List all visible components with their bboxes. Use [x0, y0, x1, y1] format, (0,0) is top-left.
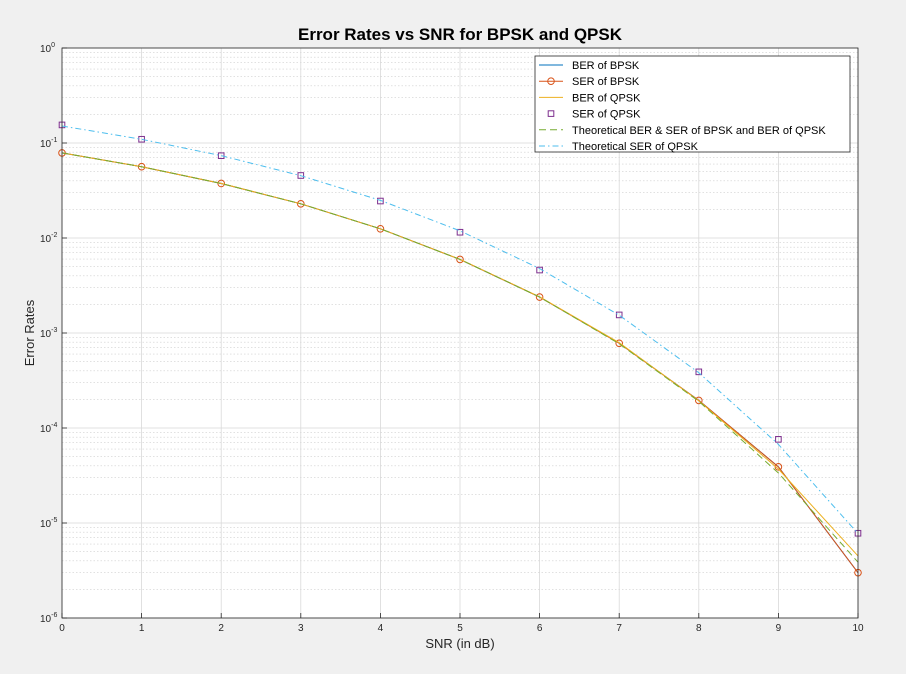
y-tick-label: 10-2 — [40, 232, 57, 245]
y-tick-label: 10-6 — [40, 612, 57, 625]
data-point — [775, 436, 782, 443]
x-tick-label: 3 — [298, 623, 304, 634]
data-point — [535, 293, 544, 301]
data-point — [456, 255, 464, 264]
data-point — [377, 197, 384, 205]
x-tick-label: 4 — [378, 623, 384, 634]
legend-entry: SER of QPSK — [547, 109, 641, 121]
y-tick-label: 100 — [40, 42, 55, 55]
legend-label: Theoretical SER of QPSK — [572, 141, 699, 153]
y-axis-label: Error Rates — [22, 299, 37, 366]
legend-marker — [547, 77, 555, 85]
x-tick-label: 8 — [696, 623, 702, 634]
data-point — [297, 200, 305, 208]
data-point — [137, 162, 146, 171]
x-tick-label: 0 — [59, 623, 65, 634]
legend-label: SER of QPSK — [572, 109, 641, 121]
y-tick-label: 10-4 — [40, 422, 57, 435]
x-tick-label: 10 — [852, 623, 864, 634]
x-tick-label: 6 — [537, 623, 543, 634]
data-point — [695, 396, 703, 405]
legend-marker — [547, 110, 555, 117]
data-point — [376, 224, 385, 233]
legend-entry: BER of BPSK — [539, 60, 640, 72]
series-line — [61, 152, 859, 563]
data-point — [615, 311, 623, 319]
x-tick-label: 2 — [218, 623, 224, 634]
y-tick-label: 10-1 — [40, 137, 57, 150]
legend-entry: Theoretical BER & SER of BPSK and BER of… — [539, 125, 826, 137]
y-tick-label: 10-5 — [40, 517, 57, 530]
legend-label: BER of QPSK — [572, 92, 641, 104]
series-4 — [58, 121, 862, 537]
legend-box — [534, 55, 851, 153]
series-layer — [58, 121, 862, 577]
series-5 — [61, 152, 859, 563]
x-tick-label: 1 — [139, 623, 145, 634]
data-point — [217, 179, 225, 188]
y-tick-label: 10-3 — [40, 327, 57, 340]
legend-label: Theoretical BER & SER of BPSK and BER of… — [572, 125, 826, 137]
legend: BER of BPSK SER of BPSK BER of QPSK SER of … — [534, 55, 851, 153]
data-point — [456, 228, 464, 236]
chart-title: Error Rates vs SNR for BPSK and QPSK — [298, 25, 623, 44]
data-point — [217, 152, 225, 160]
x-tick-label: 7 — [616, 623, 622, 634]
x-axis-label: SNR (in dB) — [425, 636, 494, 651]
x-tick-label: 9 — [776, 623, 782, 634]
data-point — [615, 339, 624, 348]
ticks: 100 10-1 10-2 10-3 10-4 10-5 10-60 1 2 3 4 5 6 7 8 9 10 — [40, 42, 864, 634]
legend-label: SER of BPSK — [572, 76, 640, 88]
legend-entry: Theoretical SER of QPSK — [539, 141, 699, 153]
data-point — [297, 172, 305, 179]
legend-label: BER of BPSK — [572, 60, 640, 72]
x-tick-label: 5 — [457, 623, 463, 634]
legend-entry: SER of BPSK — [539, 76, 640, 88]
data-point — [695, 368, 703, 376]
legend-entry: BER of QPSK — [539, 92, 641, 104]
